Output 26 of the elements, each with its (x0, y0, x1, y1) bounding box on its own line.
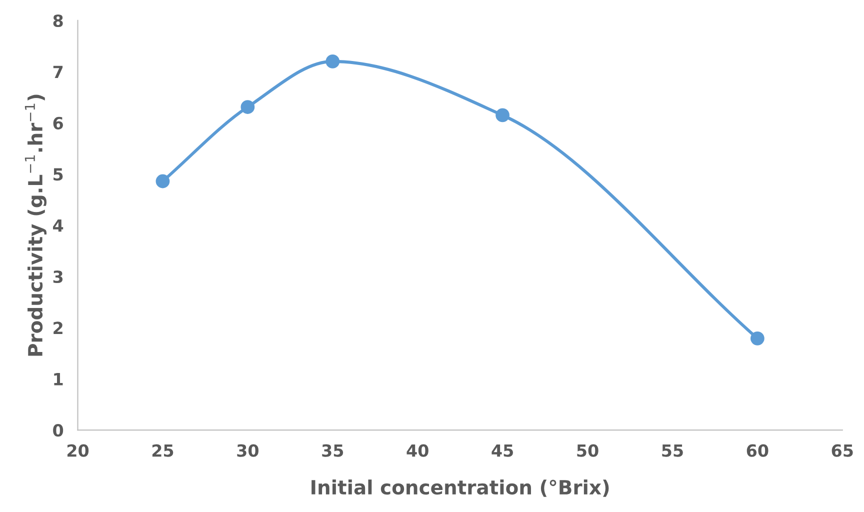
x-tick-label: 50 (577, 444, 598, 457)
y-axis-title: Productivity (g.L$^{−1}$.hr$^{−1}$) (24, 94, 47, 356)
point (156, 174, 170, 188)
y-tick-label: 0 (53, 424, 64, 437)
x-tick-label: 30 (237, 444, 258, 457)
x-tick-label: 65 (832, 444, 853, 457)
point (750, 331, 764, 346)
y-tick-label: 6 (53, 116, 63, 130)
x-tick-label: 60 (746, 444, 768, 457)
y-tick-label: 2 (54, 322, 62, 334)
x-tick-label: 55 (662, 444, 683, 457)
point (496, 108, 510, 122)
y-tick-label: 5 (54, 168, 63, 181)
y-tick-label: 8 (53, 14, 63, 28)
x-axis-title: Initial concentration (°Brix) (312, 480, 609, 497)
point (326, 54, 340, 68)
y-tick-label: 3 (53, 270, 63, 284)
x-tick-label: 20 (67, 444, 89, 457)
x-tick-label: 25 (152, 444, 174, 457)
x-tick-label: 40 (406, 444, 428, 457)
y-tick-label: 7 (53, 66, 63, 78)
point (240, 100, 255, 114)
x-tick-label: 35 (322, 444, 344, 457)
y-tick-label: 1 (54, 373, 63, 386)
y-tick-label: 4 (53, 219, 64, 232)
x-tick-label: 45 (492, 444, 513, 457)
